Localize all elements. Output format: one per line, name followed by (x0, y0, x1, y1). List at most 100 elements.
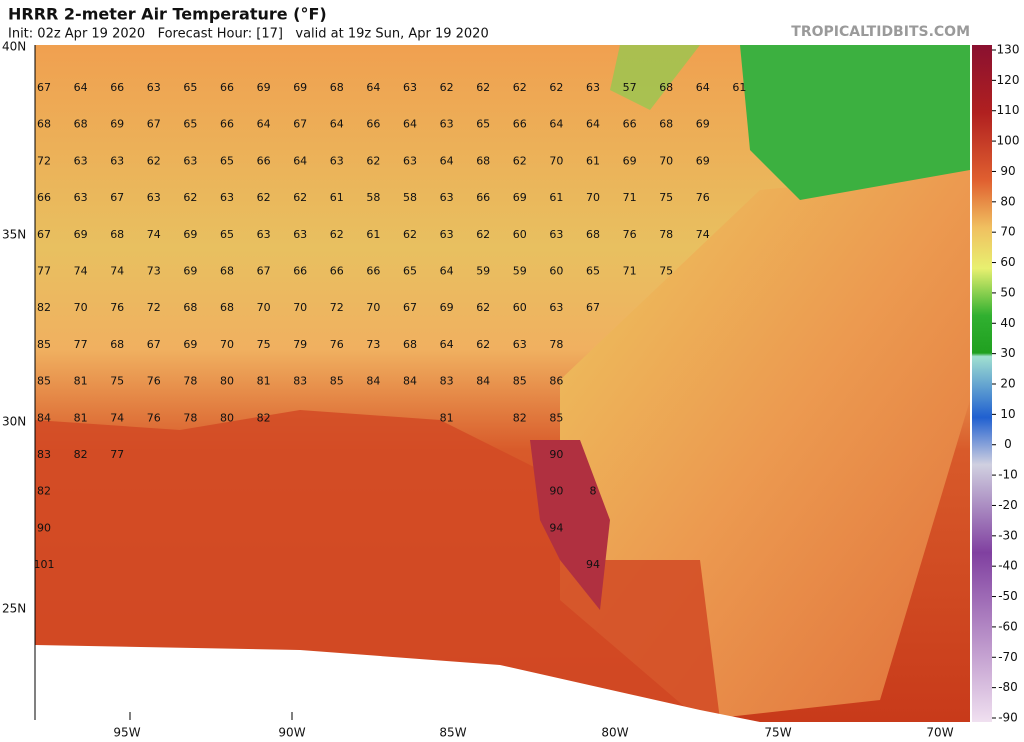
temperature-label: 63 (403, 81, 417, 94)
temperature-label: 90 (549, 485, 563, 498)
temperature-label: 70 (74, 301, 88, 314)
temperature-label: 64 (74, 81, 88, 94)
temperature-label: 66 (513, 118, 527, 131)
colorbar-label: 20 (1000, 377, 1015, 391)
temperature-label: 83 (37, 448, 51, 461)
temperature-label: 62 (476, 301, 490, 314)
temperature-label: 85 (37, 375, 51, 388)
temperature-label: 76 (147, 411, 161, 424)
temperature-label: 76 (147, 375, 161, 388)
temperature-label: 69 (183, 338, 197, 351)
temperature-label: 64 (440, 154, 454, 167)
colorbar-label: -70 (998, 650, 1018, 664)
temperature-label: 78 (183, 411, 197, 424)
temperature-label: 70 (586, 191, 600, 204)
temperature-label: 77 (110, 448, 124, 461)
temperature-label: 83 (440, 375, 454, 388)
temperature-label: 67 (293, 118, 307, 131)
temperature-label: 70 (257, 301, 271, 314)
temperature-label: 58 (366, 191, 380, 204)
temperature-label: 76 (330, 338, 344, 351)
temperature-label: 82 (74, 448, 88, 461)
temperature-label: 62 (476, 81, 490, 94)
temperature-label: 63 (586, 81, 600, 94)
longitude-label: 85W (439, 726, 466, 740)
temperature-label: 62 (183, 191, 197, 204)
temperature-label: 67 (403, 301, 417, 314)
temperature-label: 61 (330, 191, 344, 204)
temperature-label: 76 (623, 228, 637, 241)
temperature-label: 69 (696, 154, 710, 167)
site-name: TROPICALTIDBITS.COM (791, 24, 970, 40)
temperature-label: 65 (183, 81, 197, 94)
colorbar-label: -10 (998, 468, 1018, 482)
temperature-label: 63 (440, 118, 454, 131)
temperature-label: 68 (220, 265, 234, 278)
temperature-label: 66 (366, 118, 380, 131)
longitude-label: 75W (764, 726, 791, 740)
temperature-label: 66 (330, 265, 344, 278)
temperature-label: 63 (440, 191, 454, 204)
temperature-label: 82 (37, 301, 51, 314)
colorbar-label: 0 (1004, 437, 1012, 451)
temperature-label: 67 (586, 301, 600, 314)
temperature-label: 84 (403, 375, 417, 388)
temperature-label: 68 (110, 228, 124, 241)
temperature-label: 69 (110, 118, 124, 131)
temperature-label: 84 (37, 411, 51, 424)
temperature-label: 63 (74, 154, 88, 167)
temperature-label: 75 (110, 375, 124, 388)
temperature-label: 68 (74, 118, 88, 131)
temperature-label: 80 (220, 375, 234, 388)
colorbar-label: -50 (998, 589, 1018, 603)
colorbar-label: 90 (1000, 164, 1015, 178)
temperature-label: 68 (403, 338, 417, 351)
temperature-label: 85 (513, 375, 527, 388)
temperature-label: 58 (403, 191, 417, 204)
temperature-label: 61 (586, 154, 600, 167)
colorbar-label: 110 (997, 103, 1020, 117)
temperature-label: 94 (549, 521, 563, 534)
temperature-label: 63 (147, 81, 161, 94)
temperature-label: 62 (513, 154, 527, 167)
temperature-label: 64 (440, 265, 454, 278)
temperature-label: 68 (37, 118, 51, 131)
temperature-label: 74 (696, 228, 710, 241)
colorbar (972, 45, 992, 722)
temperature-label: 69 (293, 81, 307, 94)
colorbar-label: -20 (998, 498, 1018, 512)
temperature-label: 84 (366, 375, 380, 388)
colorbar-label: -60 (998, 619, 1018, 633)
temperature-label: 64 (696, 81, 710, 94)
temperature-label: 71 (623, 191, 637, 204)
longitude-label: 90W (278, 726, 305, 740)
subtitle: Init: 02z Apr 19 2020 Forecast Hour: [17… (8, 27, 489, 42)
temperature-label: 66 (476, 191, 490, 204)
temperature-label: 81 (440, 411, 454, 424)
temperature-label: 66 (220, 118, 234, 131)
temperature-label: 68 (586, 228, 600, 241)
temperature-label: 62 (293, 191, 307, 204)
temperature-label: 77 (37, 265, 51, 278)
temperature-label: 62 (513, 81, 527, 94)
temperature-label: 64 (586, 118, 600, 131)
temperature-label: 62 (476, 228, 490, 241)
temperature-label: 77 (74, 338, 88, 351)
colorbar-label: 120 (997, 73, 1020, 87)
temperature-label: 86 (549, 375, 563, 388)
temperature-label: 66 (37, 191, 51, 204)
temperature-label: 70 (549, 154, 563, 167)
colorbar-label: 70 (1000, 225, 1015, 239)
temperature-label: 75 (659, 191, 673, 204)
temperature-label: 8 (590, 485, 597, 498)
temperature-label: 64 (403, 118, 417, 131)
temperature-label: 74 (74, 265, 88, 278)
temperature-label: 63 (549, 228, 563, 241)
temperature-label: 70 (293, 301, 307, 314)
temperature-label: 59 (513, 265, 527, 278)
temperature-label: 66 (110, 81, 124, 94)
temperature-label: 65 (403, 265, 417, 278)
temperature-label: 67 (147, 118, 161, 131)
temperature-label: 82 (37, 485, 51, 498)
temperature-label: 61 (732, 81, 746, 94)
